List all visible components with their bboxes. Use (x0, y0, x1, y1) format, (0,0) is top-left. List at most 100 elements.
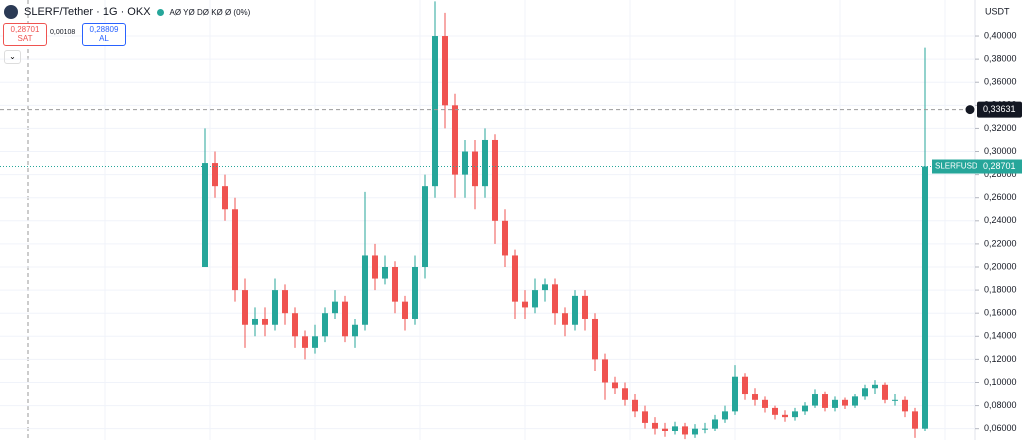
candle-body (782, 414, 788, 418)
status (156, 8, 164, 16)
y-tick-label: 0,38000 (984, 54, 1017, 64)
candle-body (862, 388, 868, 397)
candle-body (562, 313, 568, 325)
buy-label: AL (99, 34, 109, 43)
candle-body (602, 359, 608, 383)
sell-button[interactable]: 0,28701 SAT (3, 23, 47, 46)
candle-body (432, 36, 438, 187)
candle-body (762, 399, 768, 408)
candle-body (612, 382, 618, 389)
candle-body (292, 313, 298, 337)
candle-body (532, 290, 538, 308)
y-tick-label: 0,28000 (984, 169, 1017, 179)
y-tick-label: 0,24000 (984, 215, 1017, 225)
collapse[interactable]: ⌄ (4, 50, 21, 64)
sell-price: 0,28701 (10, 25, 40, 34)
candle-body (222, 186, 228, 210)
candle-body (772, 407, 778, 415)
candle-body (422, 186, 428, 268)
candle-body (412, 267, 418, 319)
y-tick-label: 0,30000 (984, 146, 1017, 156)
last-price: 0,28701 (983, 161, 1016, 171)
candle-body (322, 313, 328, 337)
candle-body (512, 255, 518, 302)
y-tick-label: 0,32000 (984, 123, 1017, 133)
candle-body (362, 255, 368, 325)
candle-body (342, 301, 348, 337)
candle-body (842, 399, 848, 406)
header: SLERF/Tether · 1G · OKX AØ YØ DØ KØ Ø (0… (4, 5, 250, 19)
candle-body (282, 290, 288, 314)
candle-body (832, 399, 838, 408)
candle-body (882, 384, 888, 400)
candle-body (392, 267, 398, 302)
crosshair-price: 0,33631 (983, 104, 1016, 114)
candle-body (212, 163, 218, 187)
y-tick-label: 0,20000 (984, 261, 1017, 271)
candle-body (472, 151, 478, 187)
candle-body (302, 336, 308, 348)
currency: USDT (985, 6, 1010, 16)
candle-body (812, 394, 818, 406)
candle-body (572, 295, 578, 325)
last-price-name: SLERFUSDT (935, 162, 983, 171)
crosshair-plus (964, 104, 976, 116)
candle-body (232, 209, 238, 291)
y-tick-label: 0,08000 (984, 400, 1017, 410)
candle-body (382, 267, 388, 279)
y-tick-label: 0,22000 (984, 238, 1017, 248)
candle-body (722, 411, 728, 420)
candle-body (702, 428, 708, 430)
candle-body (692, 428, 698, 435)
candle-body (752, 394, 758, 400)
candle-body (242, 290, 248, 325)
candle-body (632, 399, 638, 412)
icon (4, 5, 18, 19)
candle-body (312, 336, 318, 348)
candle-body (732, 376, 738, 412)
candle-body (652, 422, 658, 429)
candle-body (202, 163, 208, 268)
candle-body (662, 428, 668, 431)
y-tick-label: 0,16000 (984, 308, 1017, 318)
candle-body (402, 301, 408, 319)
y-tick-label: 0,18000 (984, 284, 1017, 294)
candle-body (742, 376, 748, 395)
candle-body (352, 324, 358, 337)
candle-body (892, 399, 898, 401)
candle-body (792, 411, 798, 418)
candle-body (442, 36, 448, 106)
candle-body (802, 405, 808, 412)
candle-body (332, 301, 338, 314)
ohlc: AØ YØ DØ KØ Ø (0%) (169, 7, 251, 17)
candle-body (262, 318, 268, 325)
candle-body (372, 255, 378, 279)
last-name-tag (932, 159, 978, 174)
title: SLERF/Tether · 1G · OKX (24, 6, 151, 18)
sell-label: SAT (17, 34, 33, 43)
crosshair-tag (977, 101, 1022, 118)
y-tick-label: 0,06000 (984, 423, 1017, 433)
candle-body (522, 301, 528, 308)
candle-body (592, 318, 598, 360)
y-tick-label: 0,26000 (984, 192, 1017, 202)
buy-button[interactable]: 0,28809 AL (82, 23, 126, 46)
spread: 0,00108 (50, 29, 76, 36)
candle-body (922, 166, 928, 429)
candle-body (272, 290, 278, 325)
candle-body (642, 411, 648, 423)
candle-body (682, 426, 688, 435)
candle-body (252, 318, 258, 325)
y-tick-label: 0,36000 (984, 77, 1017, 87)
candle-body (482, 139, 488, 187)
candle-body (822, 394, 828, 408)
candle-body (542, 284, 548, 291)
candle-body (502, 220, 508, 256)
candle-body (622, 388, 628, 400)
candle-body (902, 399, 908, 412)
y-tick-label: 0,12000 (984, 354, 1017, 364)
candle-body (672, 426, 678, 431)
candle-body (462, 151, 468, 175)
last-price-tag (977, 159, 1022, 174)
